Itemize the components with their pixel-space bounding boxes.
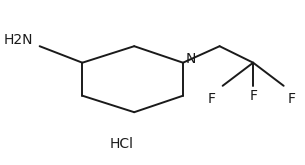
Text: F: F: [208, 92, 216, 106]
Text: N: N: [185, 52, 196, 66]
Text: F: F: [287, 92, 295, 106]
Text: HCl: HCl: [110, 137, 134, 150]
Text: H2N: H2N: [4, 33, 33, 47]
Text: F: F: [249, 89, 257, 103]
